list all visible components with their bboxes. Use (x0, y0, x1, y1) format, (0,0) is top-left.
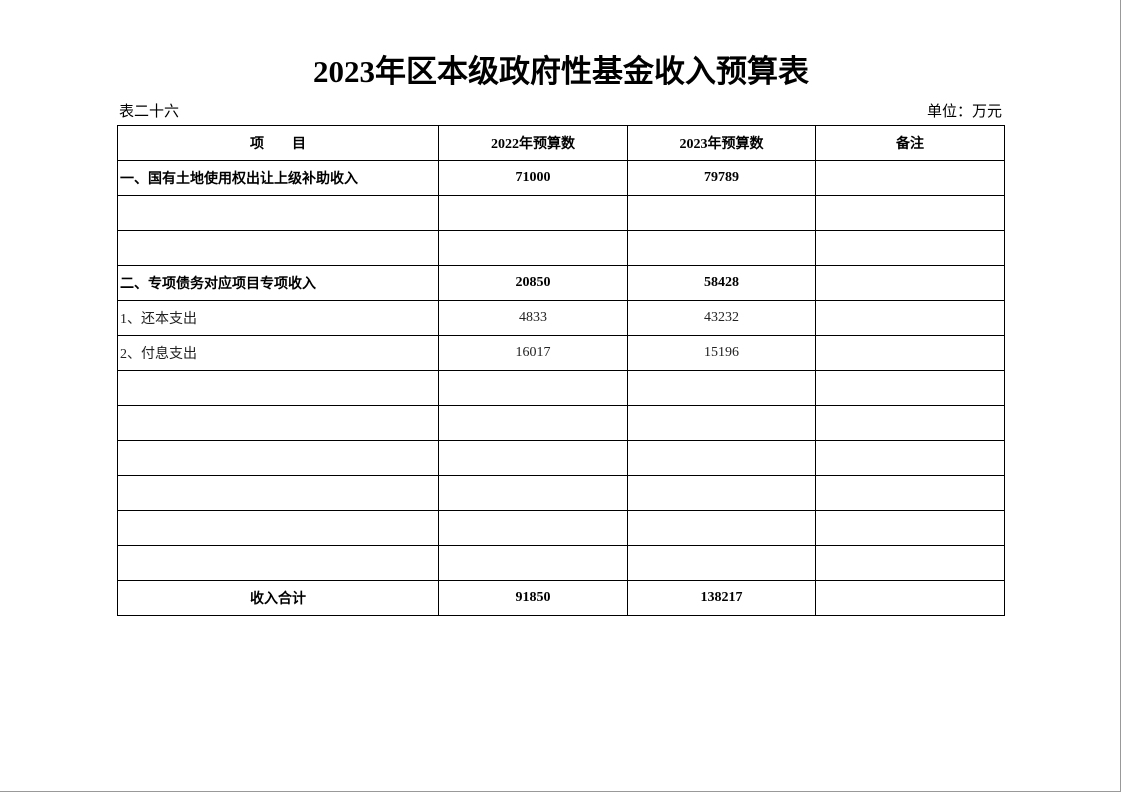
page-title: 2023年区本级政府性基金收入预算表 (313, 54, 809, 89)
note-cell (815, 475, 1005, 511)
budget-2022-cell: 4833 (438, 300, 628, 336)
table-number: 表二十六 (119, 104, 180, 120)
budget-2023-cell (627, 370, 816, 406)
budget-2022-cell (438, 545, 628, 581)
table-row (117, 405, 1005, 441)
budget-2022-cell (438, 440, 628, 476)
note-cell (815, 160, 1005, 196)
budget-2023-cell: 15196 (627, 335, 816, 371)
note-cell (815, 545, 1005, 581)
note-cell (815, 405, 1005, 441)
table-row (117, 475, 1005, 511)
item-cell (117, 370, 439, 406)
budget-2022-cell (438, 230, 628, 266)
note-cell (815, 335, 1005, 371)
table-row: 二、专项债务对应项目专项收入 20850 58428 (117, 265, 1005, 301)
budget-2023-cell (627, 545, 816, 581)
note-cell (815, 300, 1005, 336)
item-cell: 一、国有土地使用权出让上级补助收入 (117, 160, 439, 196)
budget-2022-cell (438, 195, 628, 231)
budget-2022-cell (438, 370, 628, 406)
table-row (117, 440, 1005, 476)
column-header-note: 备注 (815, 125, 1005, 161)
budget-2023-cell (627, 405, 816, 441)
column-header-2022: 2022年预算数 (438, 125, 628, 161)
table-row (117, 545, 1005, 581)
note-cell (815, 440, 1005, 476)
column-header-2023: 2023年预算数 (627, 125, 816, 161)
item-cell (117, 405, 439, 441)
total-row: 收入合计 91850 138217 (117, 580, 1005, 616)
budget-table: 项 目 2022年预算数 2023年预算数 备注 一、国有土地使用权出让上级补助… (117, 125, 1005, 616)
budget-2023-cell (627, 440, 816, 476)
budget-2023-cell: 138217 (627, 580, 816, 616)
budget-2023-cell: 79789 (627, 160, 816, 196)
item-cell (117, 440, 439, 476)
table-row (117, 195, 1005, 231)
item-cell: 2、付息支出 (117, 335, 439, 371)
budget-2022-cell: 91850 (438, 580, 628, 616)
budget-2023-cell (627, 475, 816, 511)
table-row (117, 230, 1005, 266)
note-cell (815, 195, 1005, 231)
table-row: 2、付息支出 16017 15196 (117, 335, 1005, 371)
budget-2023-cell: 58428 (627, 265, 816, 301)
item-cell (117, 475, 439, 511)
note-cell (815, 265, 1005, 301)
budget-2023-cell (627, 510, 816, 546)
budget-2023-cell (627, 230, 816, 266)
unit-label: 单位：万元 (926, 104, 1002, 120)
column-header-item: 项 目 (117, 125, 439, 161)
item-cell (117, 195, 439, 231)
item-cell (117, 510, 439, 546)
note-cell (815, 510, 1005, 546)
budget-2022-cell (438, 475, 628, 511)
table-row (117, 510, 1005, 546)
note-cell (815, 230, 1005, 266)
budget-2022-cell: 71000 (438, 160, 628, 196)
item-cell: 1、还本支出 (117, 300, 439, 336)
budget-2022-cell: 20850 (438, 265, 628, 301)
table-header-row: 项 目 2022年预算数 2023年预算数 备注 (117, 125, 1005, 161)
item-cell (117, 230, 439, 266)
budget-2022-cell: 16017 (438, 335, 628, 371)
budget-2023-cell: 43232 (627, 300, 816, 336)
note-cell (815, 370, 1005, 406)
table-row: 1、还本支出 4833 43232 (117, 300, 1005, 336)
item-cell (117, 545, 439, 581)
note-cell (815, 580, 1005, 616)
budget-2022-cell (438, 405, 628, 441)
budget-2023-cell (627, 195, 816, 231)
item-cell: 收入合计 (117, 580, 439, 616)
table-row: 一、国有土地使用权出让上级补助收入 71000 79789 (117, 160, 1005, 196)
item-cell: 二、专项债务对应项目专项收入 (117, 265, 439, 301)
budget-2022-cell (438, 510, 628, 546)
table-row (117, 370, 1005, 406)
